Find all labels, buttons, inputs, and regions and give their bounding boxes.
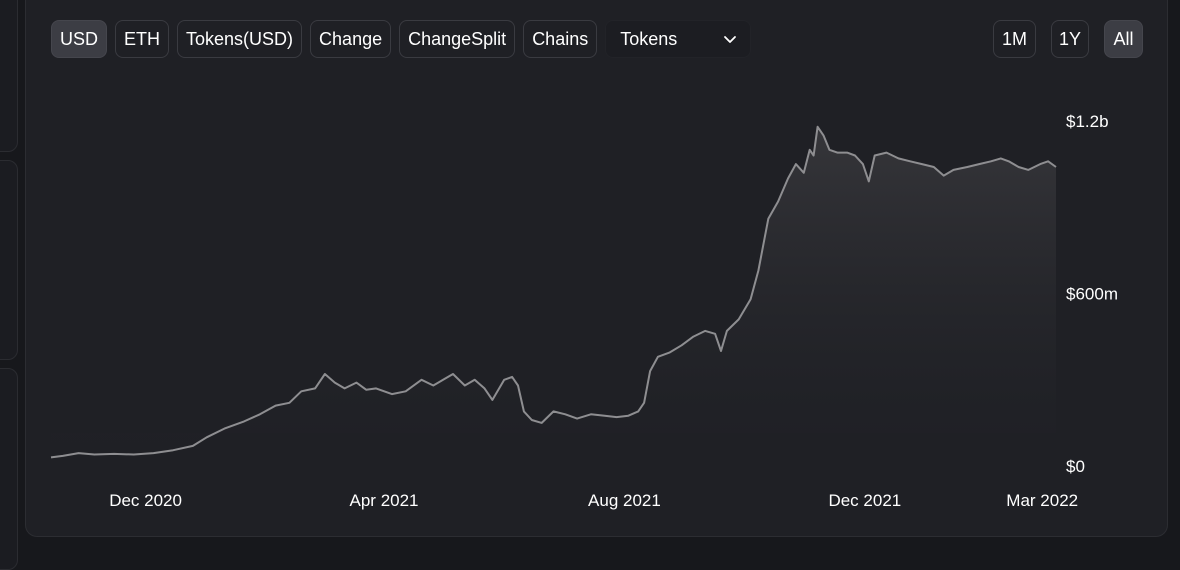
x-tick-label: Dec 2021 — [828, 491, 901, 510]
x-tick-label: Apr 2021 — [350, 491, 419, 510]
range-selector: 1M 1Y All — [993, 20, 1143, 58]
usd-button[interactable]: USD — [51, 20, 108, 58]
tokens-usd-button[interactable]: Tokens(USD) — [177, 20, 303, 58]
eth-button[interactable]: ETH — [115, 20, 170, 58]
tvl-area-chart: $0 $600m $1.2b Dec 2020 Apr 2021 Aug 2021 Dec … — [50, 112, 1118, 510]
y-tick-label: $600m — [1066, 285, 1118, 304]
y-tick-label: $1.2b — [1066, 112, 1109, 131]
tokens-dropdown[interactable]: Tokens — [605, 20, 752, 58]
y-tick-label: $0 — [1066, 457, 1085, 476]
chains-button[interactable]: Chains — [523, 20, 598, 58]
side-panel-middle — [0, 160, 18, 360]
series-line-0 — [50, 125, 1057, 459]
side-panel-top — [0, 0, 18, 152]
range-1y-button[interactable]: 1Y — [1051, 20, 1089, 58]
change-button[interactable]: Change — [310, 20, 392, 58]
x-tick-label: Dec 2020 — [109, 491, 182, 510]
range-1m-button[interactable]: 1M — [993, 20, 1036, 58]
series-area-0 — [51, 126, 1056, 458]
chart-type-toolbar: USD ETH Tokens(USD) Change ChangeSplit C… — [51, 20, 752, 58]
chevron-down-icon — [724, 36, 737, 43]
x-tick-label: Aug 2021 — [588, 491, 661, 510]
range-all-button[interactable]: All — [1104, 20, 1143, 58]
change-split-button[interactable]: ChangeSplit — [399, 20, 516, 58]
x-tick-label: Mar 2022 — [1006, 491, 1078, 510]
tokens-dropdown-value: Tokens — [620, 28, 678, 49]
